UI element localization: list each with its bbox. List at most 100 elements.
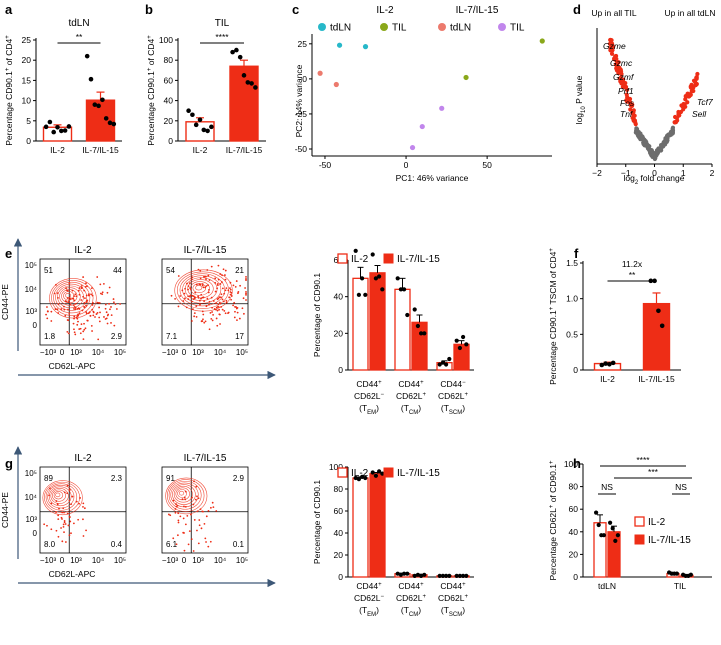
event-dot <box>73 328 75 331</box>
legend-label: tdLN <box>450 23 471 34</box>
volcano-point-ns <box>651 152 656 157</box>
event-dot <box>114 303 117 306</box>
event-dot <box>106 322 109 325</box>
event-dot <box>69 303 72 306</box>
event-dot <box>245 292 247 295</box>
event-dot <box>67 524 70 527</box>
event-dot <box>237 292 239 295</box>
y-tick-label: 100 <box>329 462 343 472</box>
quadrant-ll: 7.1 <box>166 332 178 341</box>
event-dot <box>63 308 66 311</box>
category-label: CD62L+ <box>438 391 468 401</box>
contour-line <box>174 269 233 312</box>
data-point <box>249 81 254 86</box>
event-dot <box>197 296 200 299</box>
event-dot <box>218 308 221 311</box>
event-dot <box>65 289 68 291</box>
event-dot <box>86 285 88 288</box>
volcano-point-up-til <box>613 54 618 59</box>
event-dot <box>67 319 70 322</box>
event-dot <box>63 531 65 534</box>
event-dot <box>78 312 81 315</box>
bar-il2 <box>593 522 607 578</box>
quadrant-ul: 51 <box>44 266 53 275</box>
event-dot <box>71 297 74 300</box>
event-dot <box>115 308 118 310</box>
event-dot <box>221 308 224 311</box>
event-dot <box>211 311 214 313</box>
event-dot <box>196 495 198 498</box>
category-label: CD62L− <box>354 593 384 603</box>
event-dot <box>195 485 198 488</box>
event-dot <box>85 301 88 304</box>
data-point <box>659 323 665 329</box>
event-dot <box>191 278 193 281</box>
volcano-point-up-til <box>616 70 621 75</box>
event-dot <box>219 283 222 285</box>
data-point <box>457 345 462 351</box>
event-dot <box>75 316 78 319</box>
volcano-point-up-tdln <box>681 101 686 107</box>
event-dot <box>54 308 57 311</box>
event-dot <box>73 317 75 320</box>
flow-title: IL-2 <box>74 245 92 256</box>
event-dot <box>60 516 63 519</box>
event-dot <box>225 299 228 302</box>
data-point <box>440 360 445 365</box>
category-label: CD44+ <box>398 581 424 591</box>
data-point <box>197 117 203 123</box>
legend-swatch-il715 <box>383 467 394 478</box>
event-dot <box>101 293 104 296</box>
event-dot <box>217 278 220 281</box>
event-dot <box>199 283 202 286</box>
contour-line <box>195 285 203 291</box>
quadrant-ur: 21 <box>235 266 244 275</box>
event-dot <box>177 305 180 308</box>
event-dot <box>245 276 247 278</box>
event-dot <box>101 291 104 294</box>
event-dot <box>68 312 71 315</box>
contour-line <box>182 275 222 304</box>
category-label: (TEM) <box>359 403 379 416</box>
legend-swatch-il2 <box>337 253 348 264</box>
event-dot <box>210 296 213 299</box>
event-dot <box>68 282 71 285</box>
event-dot <box>245 299 247 301</box>
data-point <box>454 573 459 579</box>
event-dot <box>175 543 178 546</box>
data-point <box>395 276 400 281</box>
legend-label: IL-2 <box>648 517 666 528</box>
volcano-point-up-tdln <box>691 88 696 94</box>
event-dot <box>91 294 94 297</box>
event-dot <box>200 293 203 296</box>
event-dot <box>85 529 87 532</box>
event-dot <box>189 295 191 298</box>
event-dot <box>76 315 79 318</box>
event-dot <box>221 274 224 277</box>
y-axis-label: Percentage CD90.1+ of CD4+ <box>146 35 156 146</box>
volcano-point-up-til <box>607 41 613 47</box>
contour-line <box>49 278 97 319</box>
flow-x-tick: 10³ <box>70 556 82 565</box>
data-point <box>360 474 365 479</box>
event-dot <box>200 297 202 300</box>
event-dot <box>208 279 211 281</box>
legend-swatch <box>318 23 326 31</box>
event-dot <box>193 315 196 318</box>
y-tick-label: 60 <box>164 75 174 85</box>
x-tick-label: 0 <box>652 168 657 178</box>
event-dot <box>193 519 196 521</box>
event-dot <box>205 304 208 307</box>
event-dot <box>216 284 219 287</box>
event-dot <box>73 299 76 302</box>
data-point <box>596 522 601 528</box>
data-point <box>96 103 101 109</box>
y-tick-label: 20 <box>22 55 32 65</box>
y-axis-label: Percentage of CD90.1 <box>312 480 322 564</box>
data-point <box>205 128 210 134</box>
quadrant-lr: 2.9 <box>111 332 123 341</box>
event-dot <box>193 480 195 483</box>
event-dot <box>224 269 227 272</box>
event-dot <box>234 310 236 313</box>
